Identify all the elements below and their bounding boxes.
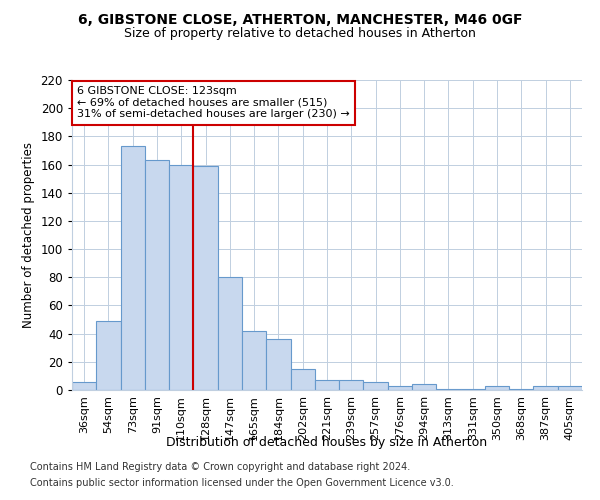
Bar xyxy=(388,386,412,390)
Bar xyxy=(485,386,509,390)
Bar xyxy=(339,380,364,390)
Bar xyxy=(558,386,582,390)
Bar xyxy=(169,164,193,390)
Bar xyxy=(145,160,169,390)
Bar xyxy=(242,331,266,390)
Bar xyxy=(461,388,485,390)
Bar xyxy=(218,278,242,390)
Bar xyxy=(121,146,145,390)
Text: Distribution of detached houses by size in Atherton: Distribution of detached houses by size … xyxy=(166,436,488,449)
Y-axis label: Number of detached properties: Number of detached properties xyxy=(22,142,35,328)
Bar xyxy=(533,386,558,390)
Text: 6 GIBSTONE CLOSE: 123sqm
← 69% of detached houses are smaller (515)
31% of semi-: 6 GIBSTONE CLOSE: 123sqm ← 69% of detach… xyxy=(77,86,350,120)
Bar xyxy=(412,384,436,390)
Text: Contains HM Land Registry data © Crown copyright and database right 2024.: Contains HM Land Registry data © Crown c… xyxy=(30,462,410,472)
Bar xyxy=(193,166,218,390)
Text: Size of property relative to detached houses in Atherton: Size of property relative to detached ho… xyxy=(124,28,476,40)
Bar xyxy=(266,340,290,390)
Text: 6, GIBSTONE CLOSE, ATHERTON, MANCHESTER, M46 0GF: 6, GIBSTONE CLOSE, ATHERTON, MANCHESTER,… xyxy=(78,12,522,26)
Text: Contains public sector information licensed under the Open Government Licence v3: Contains public sector information licen… xyxy=(30,478,454,488)
Bar xyxy=(315,380,339,390)
Bar xyxy=(436,388,461,390)
Bar xyxy=(290,369,315,390)
Bar xyxy=(364,382,388,390)
Bar xyxy=(96,321,121,390)
Bar xyxy=(72,382,96,390)
Bar xyxy=(509,388,533,390)
